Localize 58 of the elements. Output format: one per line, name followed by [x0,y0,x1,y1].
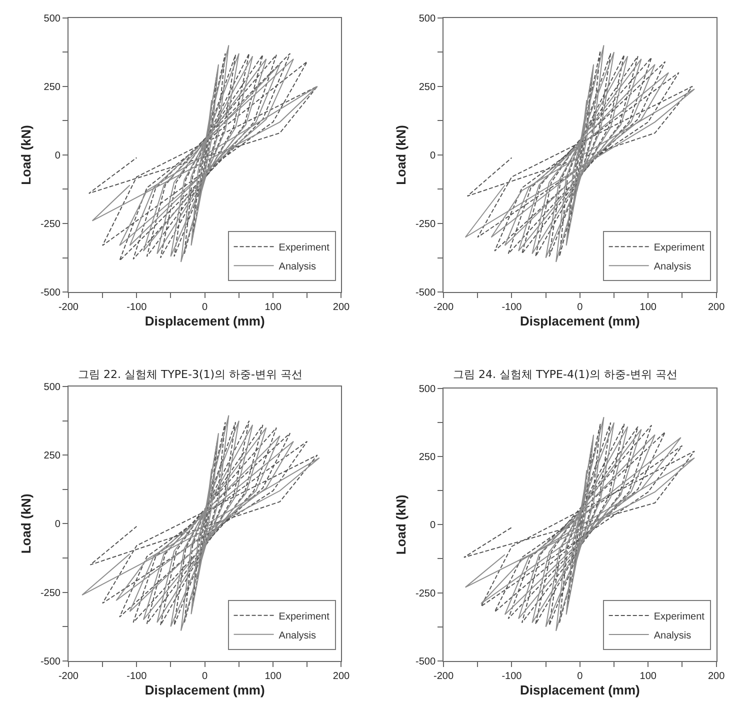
legend-label: Experiment [278,611,330,622]
y-tick-label: -250 [40,588,61,599]
x-tick-label: 0 [202,302,208,314]
x-tick-label: 0 [577,302,584,314]
x-tick-label: -100 [502,302,522,314]
y-tick-label: 0 [54,519,61,530]
y-axis-title: Load (kN) [18,124,34,185]
y-tick-label: -250 [416,588,436,600]
x-axis-title: Displacement (mm) [520,314,640,329]
x-axis-title: Displacement (mm) [520,682,640,698]
x-tick-label: -200 [58,302,79,314]
x-tick-label: 100 [264,302,282,314]
x-tick-label: 200 [708,670,726,682]
y-tick-label: -250 [416,219,436,230]
y-tick-label: -500 [40,288,61,299]
x-tick-label: 100 [264,670,282,682]
legend-label: Analysis [654,262,692,273]
x-tick-label: 0 [202,670,208,682]
x-tick-label: 100 [640,302,657,314]
x-tick-label: -200 [58,670,79,682]
caption: 그림 24. 실험체 TYPE-4(1)의 하중-변위 곡선 [453,368,678,381]
y-tick-label: 500 [418,384,436,395]
x-tick-label: -100 [502,670,522,682]
x-tick-label: 0 [577,670,584,682]
y-tick-label: 250 [44,450,61,462]
y-tick-label: 500 [44,382,61,394]
x-tick-label: -200 [434,670,454,682]
x-tick-label: -100 [126,302,148,314]
legend-label: Experiment [278,242,330,254]
legend-label: Analysis [278,262,316,273]
y-tick-label: -500 [416,656,436,668]
x-axis-title: Displacement (mm) [144,314,265,329]
y-tick-label: 500 [44,13,61,24]
x-tick-label: 100 [640,670,657,682]
x-tick-label: -100 [126,670,148,682]
x-axis-title: Displacement (mm) [144,682,265,698]
y-tick-label: 0 [430,520,436,532]
y-tick-label: 500 [418,13,436,24]
caption: 그림 22. 실험체 TYPE-3(1)의 하중-변위 곡선 [78,368,303,381]
legend-label: Experiment [654,611,705,622]
y-tick-label: 250 [418,452,436,464]
y-axis-title: Load (kN) [393,124,408,185]
x-tick-label: -200 [434,302,454,314]
legend-label: Analysis [654,630,692,642]
x-tick-label: 200 [332,670,350,682]
y-tick-label: -250 [40,219,61,230]
y-tick-label: 0 [54,150,61,162]
legend-label: Analysis [278,630,316,642]
y-tick-label: 250 [44,82,61,93]
legend-label: Experiment [654,242,705,254]
y-axis-title: Load (kN) [18,494,34,554]
y-axis-title: Load (kN) [393,494,408,555]
x-tick-label: 200 [708,302,726,314]
y-tick-label: 0 [430,150,436,162]
y-tick-label: -500 [40,656,61,668]
y-tick-label: 250 [418,82,436,93]
x-tick-label: 200 [332,302,350,314]
y-tick-label: -500 [416,288,436,299]
